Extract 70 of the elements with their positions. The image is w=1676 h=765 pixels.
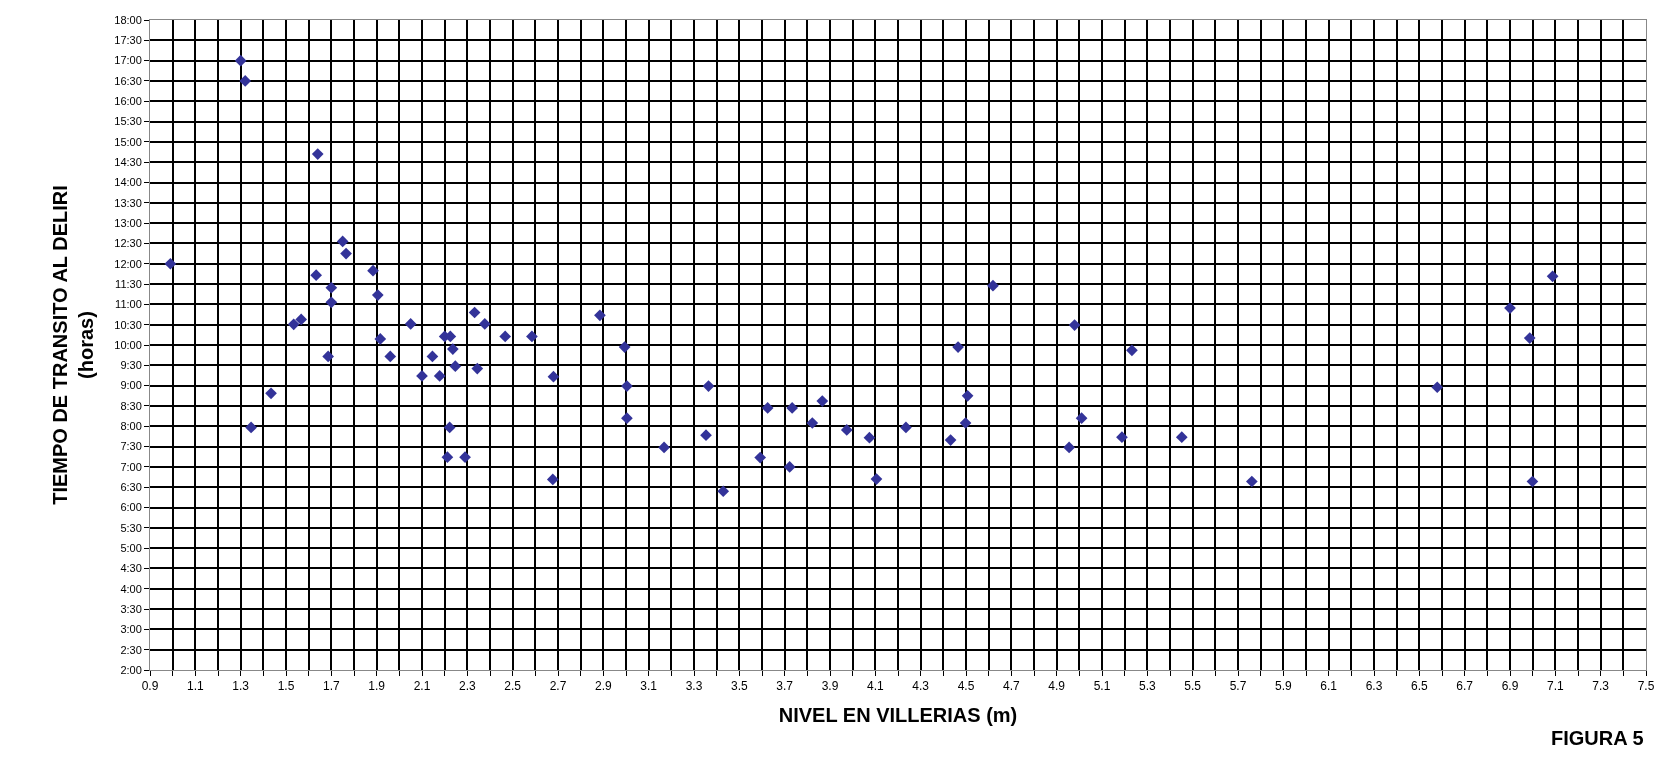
x-tick-label: 4.7	[1002, 679, 1020, 694]
x-tick-label: 5.1	[1093, 679, 1111, 694]
y-tick-label: 5:30	[120, 521, 142, 534]
y-tick-label: 12:30	[114, 237, 142, 250]
x-tick-label: 1.9	[368, 679, 386, 694]
y-tick-label: 3:00	[120, 623, 142, 636]
x-tick-label: 6.9	[1501, 679, 1519, 694]
x-tick-label: 2.7	[549, 679, 567, 694]
y-tick-label: 9:30	[120, 359, 142, 372]
y-axis-title: TIEMPO DE TRANSITO AL DELIRI (horas)	[48, 185, 97, 505]
y-tick-label: 17:00	[114, 54, 142, 67]
y-tick-label: 18:00	[114, 13, 142, 26]
x-tick-label: 3.3	[685, 679, 703, 694]
x-tick-label: 6.5	[1410, 679, 1428, 694]
y-tick-label: 4:00	[120, 582, 142, 595]
x-tick-label: 5.3	[1138, 679, 1156, 694]
y-tick-label: 8:30	[120, 399, 142, 412]
x-tick-label: 4.3	[912, 679, 930, 694]
y-tick-label: 6:30	[120, 481, 142, 494]
y-tick-label: 5:00	[120, 541, 142, 554]
y-tick-label: 3:30	[120, 602, 142, 615]
y-tick-label: 6:00	[120, 501, 142, 514]
y-tick-label: 14:30	[114, 156, 142, 169]
x-tick-label: 4.1	[866, 679, 884, 694]
text: FIGURA 5	[1551, 727, 1644, 749]
y-tick-label: 13:30	[114, 196, 142, 209]
x-tick-label: 3.1	[640, 679, 658, 694]
x-tick-label: 1.5	[277, 679, 295, 694]
x-tick-label: 7.1	[1546, 679, 1564, 694]
y-tick-label: 13:00	[114, 216, 142, 229]
y-tick-label: 7:00	[120, 460, 142, 473]
y-tick-label: 4:30	[120, 562, 142, 575]
y-tick-label: 11:00	[115, 298, 142, 311]
y-tick-label: 15:30	[114, 115, 142, 128]
y-tick-label: 15:00	[114, 135, 142, 148]
y-tick-label: 10:00	[114, 338, 142, 351]
x-tick-label: 2.1	[413, 679, 431, 694]
x-tick-label: 3.9	[821, 679, 839, 694]
x-tick-label: 1.3	[232, 679, 250, 694]
x-tick-label: 3.7	[776, 679, 794, 694]
x-tick-label: 5.5	[1184, 679, 1202, 694]
x-tick-label: 1.1	[186, 679, 204, 694]
x-tick-label: 5.9	[1274, 679, 1292, 694]
x-tick-label: 0.9	[141, 679, 159, 694]
x-tick-label: 1.7	[322, 679, 340, 694]
x-axis-title: NIVEL EN VILLERIAS (m)	[778, 703, 1018, 726]
x-tick-label: 7.3	[1592, 679, 1610, 694]
x-tick-label: 2.9	[594, 679, 612, 694]
y-tick-label: 17:30	[114, 34, 142, 47]
y-tick-label: 2:30	[120, 643, 142, 656]
x-tick-label: 7.5	[1637, 679, 1655, 694]
y-tick-label: 12:00	[114, 257, 142, 270]
x-tick-label: 2.5	[504, 679, 522, 694]
y-tick-label: 7:30	[120, 440, 142, 453]
y-tick-label: 14:00	[114, 176, 142, 189]
y-tick-label: 2:00	[120, 663, 142, 676]
x-tick-label: 3.5	[730, 679, 748, 694]
y-tick-label: 11:30	[115, 277, 142, 290]
x-tick-label: 5.7	[1229, 679, 1247, 694]
y-tick-label: 16:00	[114, 95, 142, 108]
y-tick-label: 9:00	[120, 379, 142, 392]
y-tick-label: 8:00	[120, 420, 142, 433]
x-tick-label: 2.3	[458, 679, 476, 694]
y-tick-label: 10:30	[114, 318, 142, 331]
y-tick-label: 16:30	[114, 74, 142, 87]
x-tick-label: 4.5	[957, 679, 975, 694]
x-tick-label: 6.1	[1320, 679, 1338, 694]
x-tick-label: 6.7	[1456, 679, 1474, 694]
x-tick-label: 4.9	[1048, 679, 1066, 694]
x-tick-label: 6.3	[1365, 679, 1383, 694]
